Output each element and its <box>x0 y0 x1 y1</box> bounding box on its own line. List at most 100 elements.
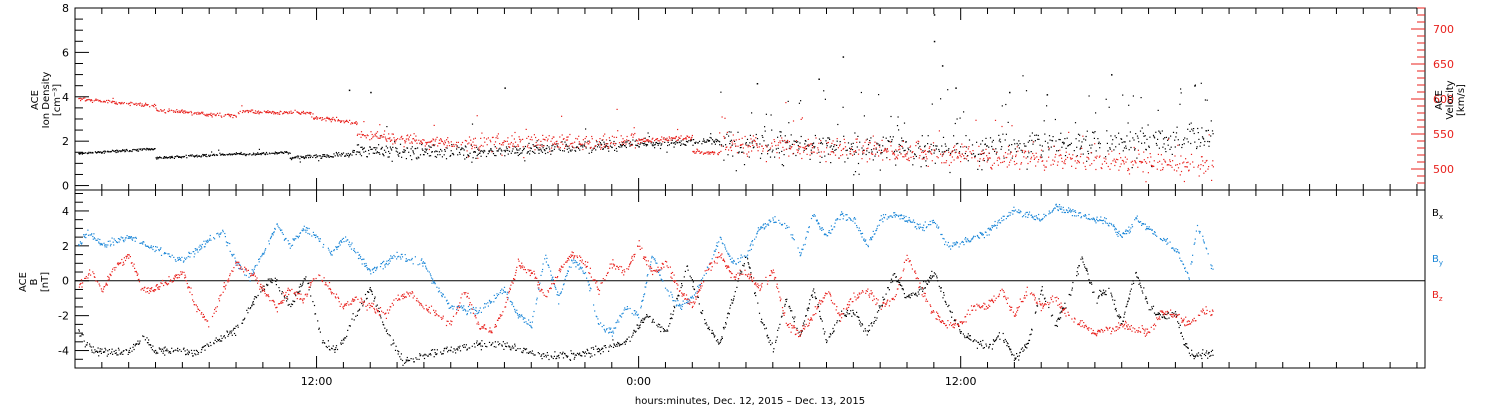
bx-point <box>345 337 347 339</box>
bx-point <box>185 353 187 355</box>
density-point <box>471 161 473 163</box>
velocity-point <box>895 149 897 151</box>
velocity-point <box>1126 158 1128 160</box>
density-point <box>882 136 884 138</box>
bx-point <box>186 349 188 351</box>
density-point <box>933 40 936 43</box>
velocity-point <box>514 131 516 134</box>
bx-point <box>959 329 961 331</box>
bx-point <box>706 324 708 326</box>
density-point <box>425 151 427 153</box>
bx-point <box>188 350 190 352</box>
bx-point <box>448 349 450 352</box>
density-point <box>787 100 789 102</box>
density-point <box>603 143 606 145</box>
by-point <box>460 305 463 307</box>
bx-point <box>233 327 235 329</box>
velocity-point <box>175 111 177 113</box>
density-point <box>1187 141 1189 143</box>
velocity-point <box>536 144 538 146</box>
velocity-point <box>158 110 160 112</box>
bx-point <box>670 313 672 315</box>
bx-point <box>900 284 902 286</box>
bx-point <box>969 335 971 337</box>
density-point <box>782 140 784 142</box>
velocity-point <box>522 146 524 148</box>
density-point <box>1046 94 1049 96</box>
by-point <box>98 241 100 243</box>
bx-point <box>663 330 665 333</box>
bx-point <box>1100 293 1102 295</box>
density-point <box>431 151 433 153</box>
by-point <box>519 316 521 318</box>
density-point <box>351 154 353 156</box>
bx-point <box>291 303 294 306</box>
by-point <box>586 277 588 279</box>
density-point <box>376 147 378 149</box>
density-point <box>805 140 807 142</box>
density-point <box>1169 148 1171 150</box>
bx-point <box>1130 288 1132 290</box>
density-point <box>811 144 813 146</box>
by-point <box>634 310 636 312</box>
density-point <box>591 149 593 151</box>
by-point <box>467 310 469 312</box>
by-point <box>511 304 513 306</box>
by-point <box>529 324 531 326</box>
bx-point <box>1151 308 1153 310</box>
density-point <box>1047 146 1049 148</box>
bx-point <box>1138 279 1141 281</box>
velocity-point <box>198 113 200 115</box>
velocity-point <box>854 151 856 153</box>
density-point <box>100 151 102 153</box>
velocity-point <box>320 117 322 119</box>
bx-point <box>1070 294 1072 296</box>
velocity-point <box>804 146 806 148</box>
velocity-point <box>1112 160 1114 162</box>
bx-point <box>764 328 766 330</box>
bx-point <box>384 327 386 329</box>
bx-point <box>202 346 204 348</box>
density-point <box>114 150 117 152</box>
density-point <box>173 157 175 159</box>
density-point <box>605 145 607 147</box>
velocity-point <box>954 152 956 154</box>
bx-point <box>287 298 289 300</box>
velocity-point <box>698 150 700 152</box>
velocity-point <box>528 147 530 149</box>
bx-point <box>122 353 124 355</box>
density-point <box>1180 88 1182 90</box>
by-point <box>276 223 278 225</box>
density-point <box>309 156 311 159</box>
bx-point <box>561 353 564 355</box>
density-point <box>992 148 994 150</box>
bx-point <box>104 351 106 353</box>
bx-point <box>904 296 906 299</box>
density-point <box>619 146 621 148</box>
by-point <box>354 250 356 253</box>
bx-point <box>97 351 99 353</box>
by-point <box>345 240 347 242</box>
density-point <box>912 164 914 166</box>
velocity-point <box>1030 156 1033 158</box>
velocity-point <box>397 138 399 140</box>
velocity-point <box>374 133 376 135</box>
bx-point <box>992 339 995 341</box>
by-point <box>501 292 503 295</box>
bx-point <box>592 346 594 349</box>
velocity-point <box>1029 161 1031 163</box>
velocity-point <box>646 140 649 142</box>
velocity-point <box>954 145 956 147</box>
velocity-point <box>93 100 95 102</box>
by-point <box>179 258 181 260</box>
bx-point <box>260 291 262 293</box>
bx-point <box>151 349 153 351</box>
velocity-point <box>738 138 740 140</box>
velocity-point <box>376 136 378 138</box>
velocity-point <box>730 146 732 148</box>
bx-point <box>994 340 996 343</box>
bx-point <box>394 349 397 351</box>
density-point <box>398 155 400 157</box>
velocity-point <box>303 112 305 115</box>
by-point <box>103 242 105 244</box>
